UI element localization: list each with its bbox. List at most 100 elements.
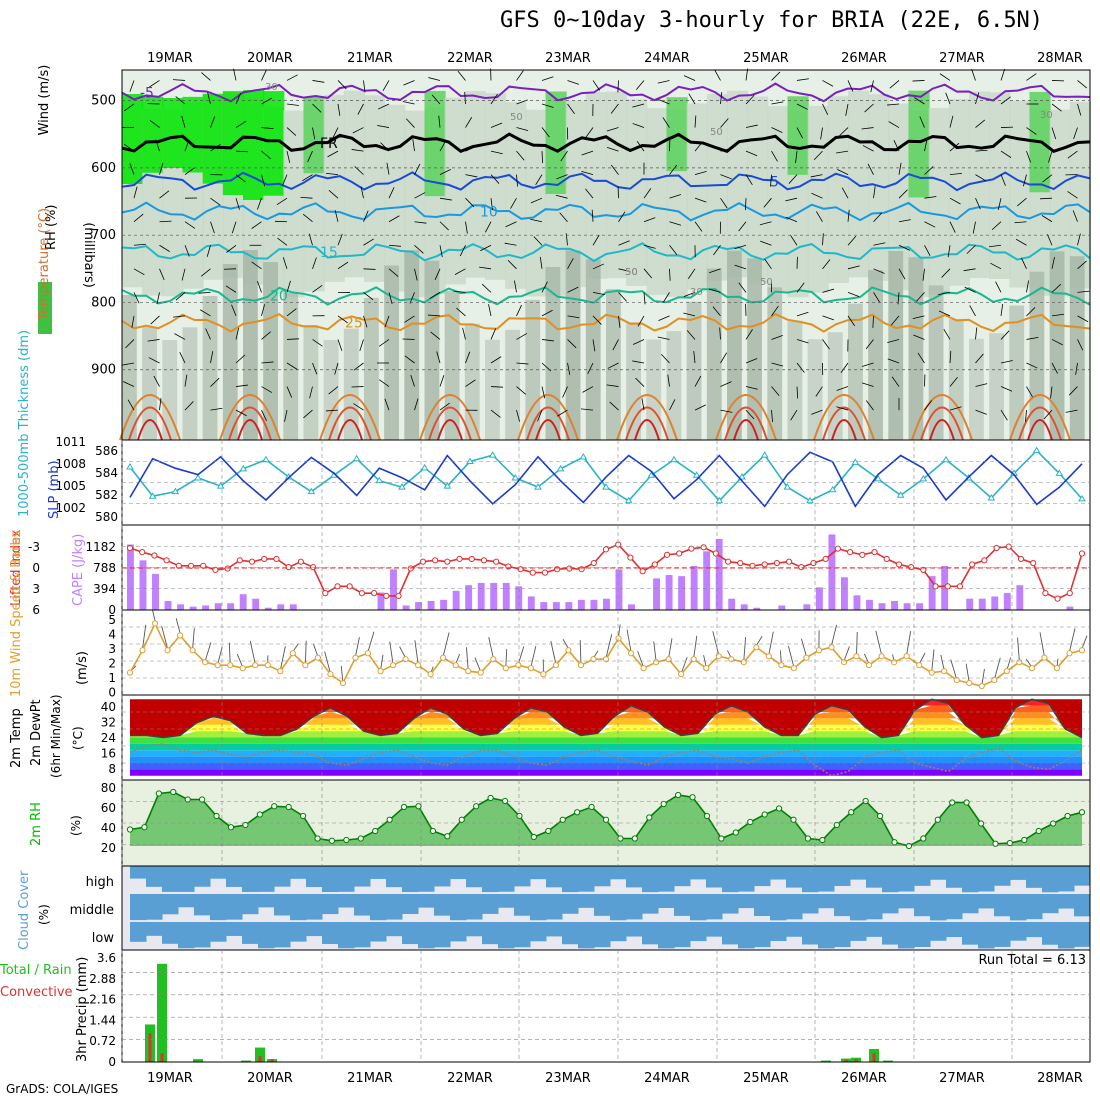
lifted-index-point — [1005, 543, 1012, 550]
wind-barb — [539, 256, 543, 269]
wind-barb — [261, 361, 274, 364]
wind-barb — [658, 315, 670, 321]
rh-band — [827, 96, 849, 284]
wind-barb — [796, 78, 809, 81]
wind-barb — [924, 400, 933, 411]
wind-barb — [581, 150, 594, 156]
thickness-tick-label: 584 — [95, 466, 118, 480]
wind-barb — [790, 409, 798, 421]
wind-barb — [533, 236, 543, 246]
wind-barb — [972, 221, 976, 234]
wind-barb — [841, 187, 849, 199]
wind-speed-point — [577, 662, 585, 669]
thickness-point — [1032, 446, 1041, 454]
wind-speed-point — [339, 679, 347, 687]
rh-band-wet — [162, 97, 184, 169]
wind-barb — [261, 150, 271, 160]
wind-barb — [592, 291, 605, 296]
wind-barb — [284, 410, 288, 422]
wind-barb — [1000, 386, 1013, 392]
rh-band — [908, 257, 924, 440]
wind-barb — [465, 145, 477, 152]
cloud-bar — [450, 866, 467, 880]
cloud-bar — [466, 866, 483, 888]
wind-barb — [535, 174, 543, 186]
wind-speed-point — [840, 659, 848, 666]
wind-speed-point — [653, 659, 660, 666]
wind-barb — [1000, 174, 1006, 186]
wind-barb-10m — [466, 647, 469, 671]
wind-barb — [924, 221, 936, 228]
wind-barb — [490, 386, 504, 388]
wind-barb — [439, 375, 445, 387]
cloud-bar — [562, 866, 579, 893]
wind-barb — [1026, 362, 1038, 369]
wind-speed-point — [364, 650, 372, 657]
rh-band — [1009, 305, 1025, 440]
cloud-bar — [610, 894, 627, 921]
thickness-point — [579, 452, 588, 460]
rh-contour-label: 50 — [510, 112, 523, 123]
cloud-bar — [850, 866, 867, 880]
cloud-bar — [786, 922, 803, 937]
wind-barb — [887, 358, 900, 364]
wind-barb — [810, 174, 823, 178]
wind-barb — [898, 189, 908, 199]
wind-barb — [184, 245, 190, 257]
cloud-bar — [946, 866, 963, 888]
cape-bar — [477, 582, 485, 610]
rh2m-point — [761, 811, 768, 818]
temperature-contour — [419, 394, 481, 441]
rh-band-wet — [122, 94, 144, 184]
lifted-index-point — [773, 559, 780, 567]
lifted-index-point — [419, 558, 427, 565]
wind-barb-10m — [340, 666, 344, 683]
wind-barb — [159, 220, 172, 223]
wind-barb — [840, 362, 849, 373]
wind-barb — [131, 315, 135, 328]
wind-barb — [989, 244, 1002, 248]
date-label-top: 28MAR — [1037, 51, 1083, 66]
cloud-bar — [914, 866, 931, 886]
lifted-index-point — [969, 561, 976, 568]
wind-barb — [745, 329, 753, 340]
wind-barb-10m — [279, 646, 286, 671]
precip-tick-label: 1.44 — [89, 1013, 116, 1027]
wind-barb — [562, 386, 568, 398]
rh2m-point — [920, 835, 927, 842]
wind-barb — [760, 240, 772, 246]
wind-barb — [720, 92, 723, 105]
wind-barb — [541, 127, 550, 138]
rh2m-point — [1050, 820, 1057, 827]
chart-labels: 19MAR 19MAR 20MAR 20MAR 21MAR 21MAR 22MAR 22MAR… — [0, 51, 1086, 1086]
cape-bar — [377, 592, 385, 610]
cape-bar — [878, 603, 886, 610]
wind-barb — [893, 140, 900, 152]
lifted-index-point — [334, 583, 341, 590]
lifted-index-point — [798, 564, 805, 571]
isotherm-label: -5 — [140, 86, 154, 102]
wind-barb — [302, 213, 313, 223]
lifted-tick-label: 3 — [32, 582, 40, 596]
rh-band — [545, 266, 561, 440]
cloud-bar — [1010, 866, 1027, 880]
wind-barb — [382, 80, 390, 92]
cloud-bar — [290, 866, 307, 879]
wind-barb — [975, 174, 986, 182]
cape-bar — [916, 603, 924, 610]
wind-barb — [384, 315, 390, 328]
wind-barb-10m — [414, 640, 419, 665]
lifted-index-point — [273, 555, 280, 563]
wind-barb — [870, 80, 874, 93]
cloud-bar — [194, 894, 211, 916]
cloud-bar — [418, 922, 435, 949]
lifted-index-point — [993, 544, 1000, 552]
wind-barb — [505, 221, 517, 228]
cloud-bar — [242, 866, 259, 892]
wind-barb — [745, 386, 758, 390]
wind-barb — [745, 174, 753, 186]
wind-barb-10m — [779, 650, 782, 665]
wind-speed-point — [515, 662, 522, 669]
wind-speed-point — [1028, 665, 1035, 672]
cloud-bar — [642, 866, 659, 893]
